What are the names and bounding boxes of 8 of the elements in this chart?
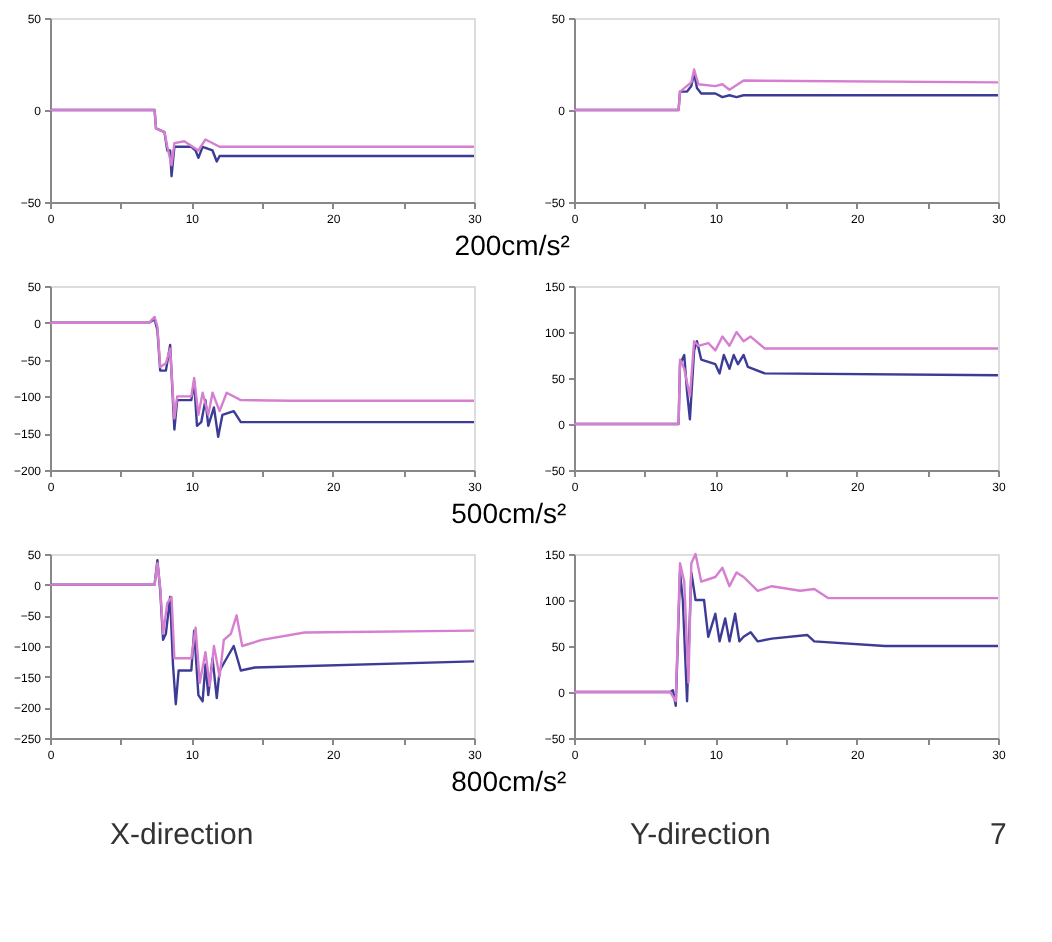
text: 7 [990, 818, 1007, 852]
text: 800cm/s² [451, 765, 568, 797]
line-series [48, 108, 476, 167]
text: 200cm/s² [454, 229, 571, 261]
text: 500cm/s² [451, 497, 568, 529]
text: X-direction [110, 818, 254, 852]
text: Y-direction [630, 818, 771, 852]
line-series [48, 315, 476, 420]
